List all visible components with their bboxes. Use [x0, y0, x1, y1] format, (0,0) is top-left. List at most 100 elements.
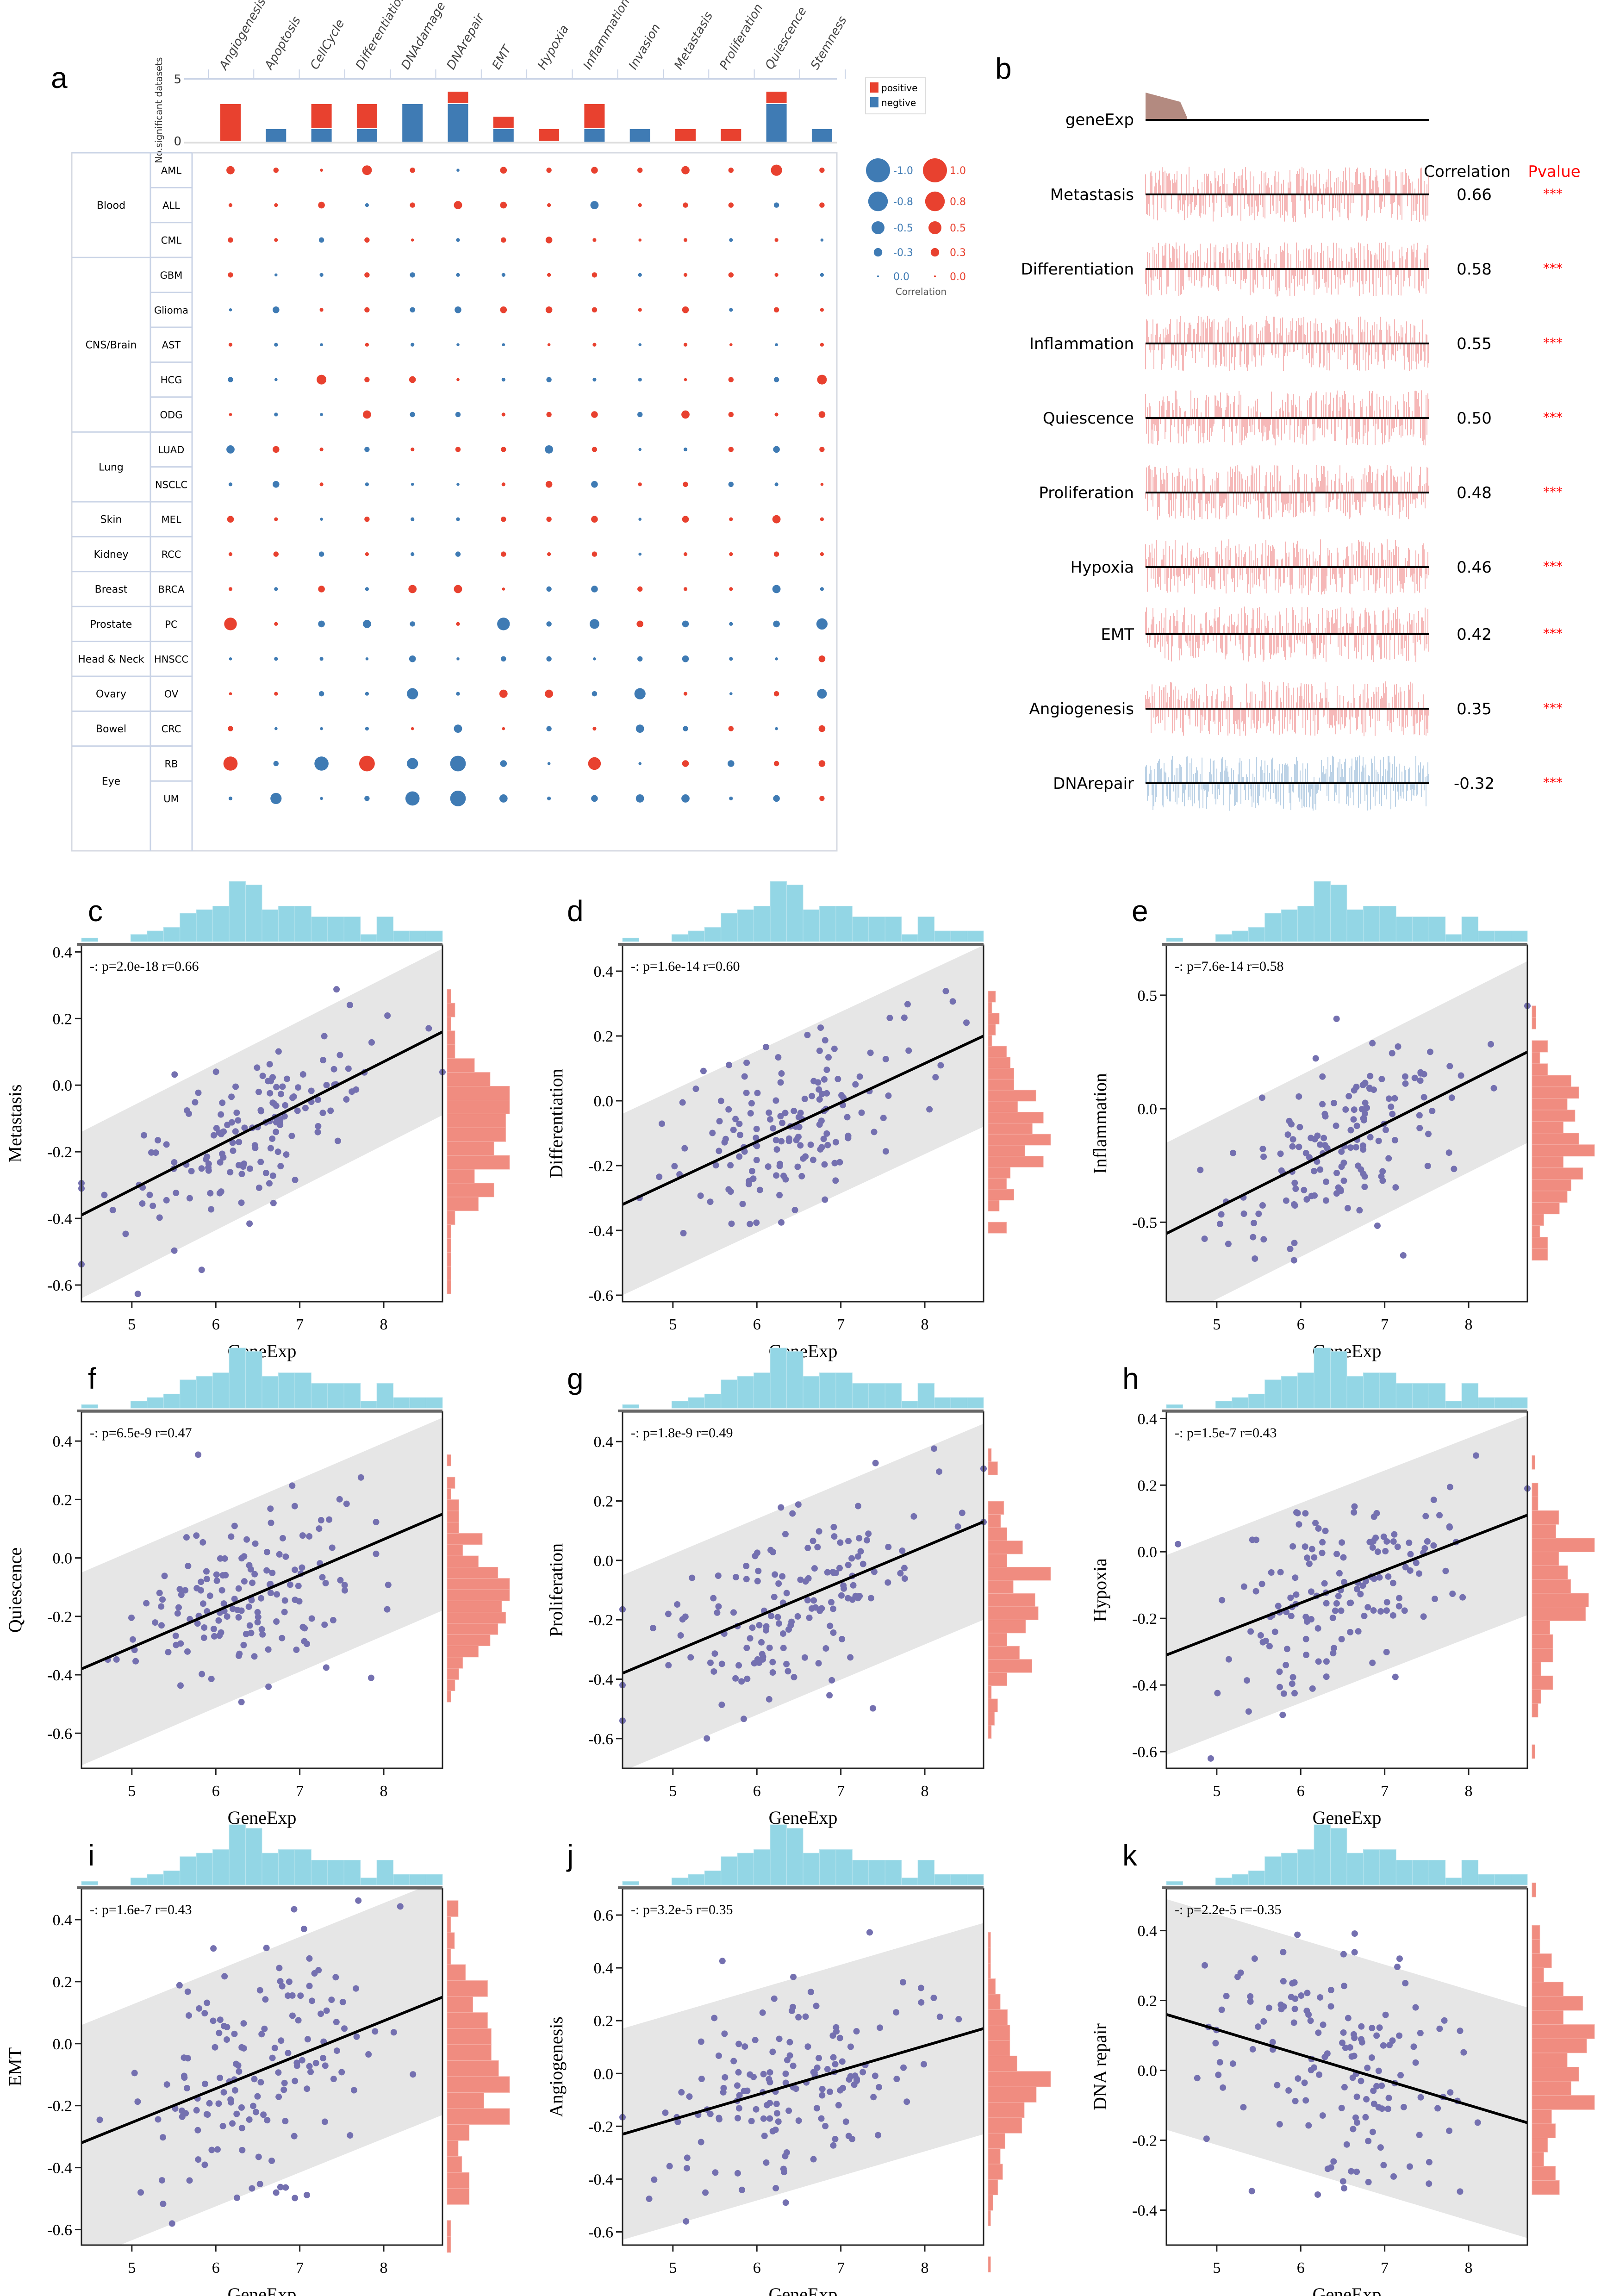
data-point [194, 2127, 201, 2134]
data-point [744, 1675, 751, 1682]
right-histogram-bar [447, 1499, 459, 1511]
data-point [262, 1996, 269, 2003]
right-histogram-bar [447, 1916, 451, 1933]
data-point [1410, 2043, 1417, 2050]
data-point [333, 2047, 340, 2054]
data-point [246, 2116, 253, 2123]
regression-line [1165, 1050, 1528, 1235]
data-point [831, 1160, 838, 1167]
correlation-dot [270, 792, 282, 804]
data-point [707, 1198, 714, 1205]
data-point [1314, 1625, 1321, 1632]
data-point [337, 1577, 344, 1584]
data-point [199, 1600, 206, 1607]
top-histogram-bar [622, 1404, 639, 1409]
data-point [936, 2013, 943, 2020]
data-point [341, 2025, 348, 2032]
correlation-dot [409, 655, 416, 662]
data-point [283, 1151, 290, 1158]
data-point [926, 1106, 933, 1113]
y-tick-label: 0.4 [1138, 1923, 1158, 1940]
data-point [1301, 2079, 1308, 2086]
confidence-band [81, 1889, 442, 2245]
data-point [1361, 1612, 1368, 1619]
right-histogram-bar [1532, 2010, 1563, 2025]
right-histogram-bar [988, 1123, 1033, 1135]
correlation-dot [684, 378, 687, 381]
data-point [1392, 1673, 1399, 1680]
regression-line [1165, 1514, 1528, 1657]
subtype-label-pc: PC [165, 619, 177, 630]
top-histogram-bar [950, 930, 968, 942]
right-histogram-bar [988, 2179, 998, 2196]
top-histogram-bar [147, 1874, 164, 1885]
data-point [1288, 1613, 1295, 1620]
top-histogram-bar [721, 913, 738, 942]
top-histogram-bar [704, 927, 722, 942]
correlation-dot [545, 306, 553, 313]
correlation-dot [502, 587, 505, 591]
correlation-dot [683, 726, 688, 731]
data-point [1446, 1063, 1453, 1070]
data-point [1322, 1113, 1329, 1120]
data-point [255, 1614, 262, 1621]
data-point [871, 1129, 878, 1136]
data-point [1358, 2023, 1365, 2030]
right-histogram-bar [988, 1189, 1015, 1201]
data-point [1370, 1513, 1377, 1520]
y-tick-label: -0.5 [1132, 1214, 1157, 1231]
x-tick-label: 8 [380, 1783, 388, 1800]
data-point [243, 1630, 249, 1637]
data-point [785, 1668, 791, 1675]
correlation-dot [359, 755, 375, 772]
data-point [1458, 1072, 1464, 1079]
data-point [208, 1206, 215, 1213]
right-histogram-bar [988, 1090, 1036, 1102]
right-histogram-bar [1532, 1982, 1563, 1997]
top-histogram-bar [1166, 1881, 1183, 1885]
data-point [698, 2075, 705, 2082]
right-histogram-bar [988, 2102, 1025, 2118]
data-point [753, 1125, 760, 1132]
data-point [1341, 1578, 1348, 1585]
data-point [292, 2078, 299, 2084]
data-point [183, 1534, 190, 1541]
data-point [1212, 2040, 1219, 2046]
correlation-dot [683, 273, 688, 277]
correlation-dot [410, 168, 415, 173]
right-histogram-bar [447, 2028, 492, 2045]
data-point [277, 2184, 284, 2190]
data-point [273, 1084, 280, 1091]
data-point [1422, 1513, 1429, 1520]
correlation-dot [363, 620, 371, 628]
data-point [306, 1533, 313, 1540]
top-histogram-bar [770, 1824, 787, 1885]
top-histogram-bar [868, 1383, 885, 1409]
top-histogram-bar [327, 916, 344, 942]
data-point [1460, 2049, 1467, 2056]
right-histogram-bar [988, 1514, 1001, 1528]
correlation-dot [729, 238, 733, 242]
data-point [872, 2072, 878, 2079]
correlation-dot [592, 727, 597, 731]
data-point [240, 1641, 247, 1648]
data-point [771, 1995, 778, 2002]
data-point [1225, 1656, 1232, 1663]
x-tick-label: 8 [1465, 1316, 1473, 1333]
data-point [1407, 1567, 1414, 1574]
subtype-label-odg: ODG [160, 410, 183, 421]
x-tick-label: 6 [753, 1783, 761, 1800]
data-point [249, 1579, 256, 1586]
top-histogram-bar [1166, 937, 1183, 942]
data-point [306, 1955, 313, 1962]
correlation-dot [545, 481, 553, 488]
data-point [818, 1605, 825, 1612]
data-point [1340, 2029, 1347, 2036]
data-point [753, 1219, 760, 1226]
top-histogram-bar [671, 1401, 689, 1409]
data-point [665, 1662, 672, 1669]
data-point [241, 1124, 248, 1131]
data-point [1369, 1544, 1376, 1551]
data-point [172, 1632, 179, 1639]
data-point [214, 2146, 221, 2153]
